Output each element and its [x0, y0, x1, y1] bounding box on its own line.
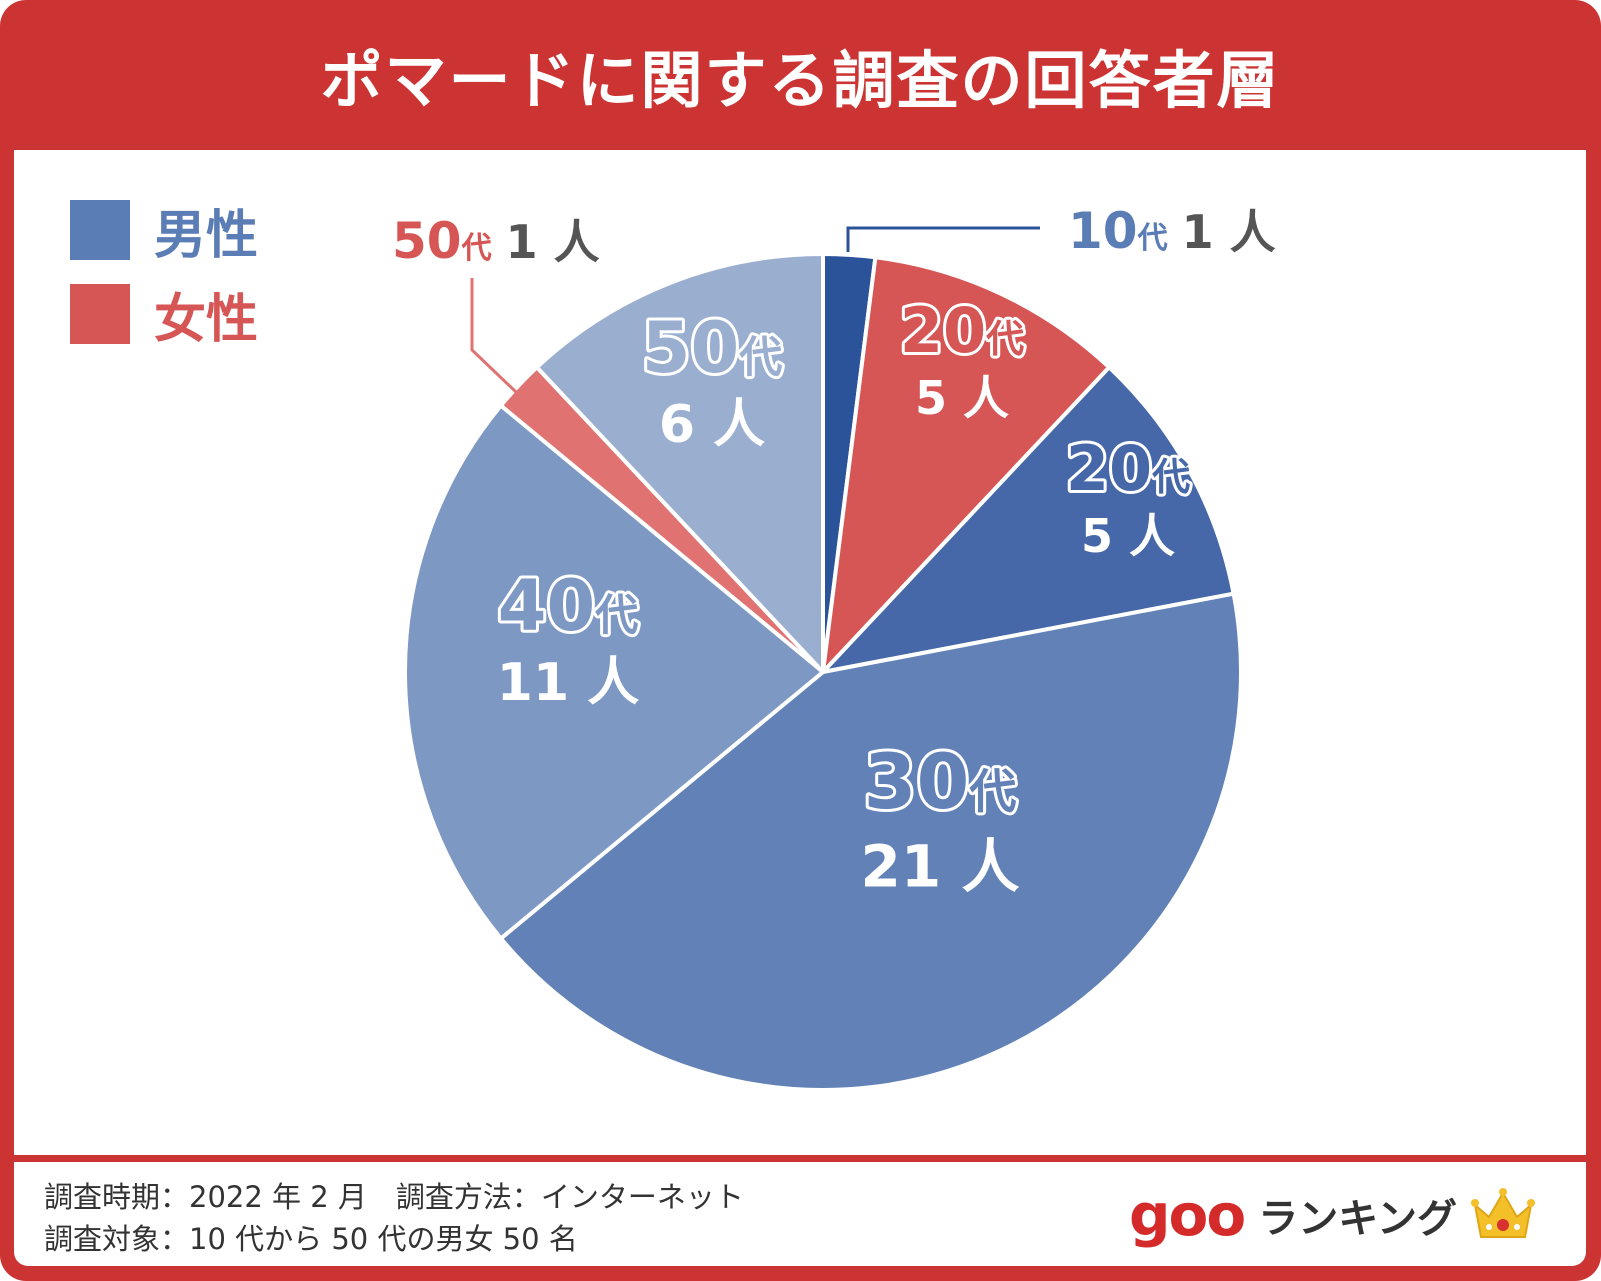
slice-age-label-female-20: 20代: [900, 294, 1024, 367]
slice-age-label-male-50: 50代: [642, 307, 782, 389]
pie-slice-male-30: [498, 591, 1243, 1092]
pie-slice-male-40: [403, 403, 825, 941]
survey-period-method: 調査時期：2022 年 2 月 調査方法：インターネット: [44, 1180, 744, 1214]
legend-label-male: 男性: [154, 205, 259, 266]
leader-line-female-50: [470, 278, 518, 394]
legend: 男性 女性: [70, 198, 258, 366]
footer: 調査時期：2022 年 2 月 調査方法：インターネット 調査対象：10 代から…: [14, 1162, 1586, 1266]
pie-slice-male-50: [534, 252, 825, 674]
slice-count-label-male-40: 11 人: [497, 653, 639, 713]
pie-slice-female-20: [821, 255, 1112, 674]
slice-count-label-male-20: 5 人: [1081, 509, 1175, 563]
legend-item-female: 女性: [70, 282, 258, 350]
leader-line-male-10: [846, 226, 1040, 252]
legend-swatch-male: [70, 200, 130, 260]
chart-title: ポマードに関する調査の回答者層: [320, 44, 1281, 117]
survey-target: 調査対象：10 代から 50 代の男女 50 名: [44, 1222, 578, 1256]
brand-ranking: ランキング: [1258, 1196, 1458, 1242]
slice-count-label-female-20: 5 人: [915, 371, 1009, 425]
crown-icon: [1471, 1188, 1536, 1238]
slice-age-label-male-30: 30代: [864, 737, 1017, 826]
slice-outside-label-female-50: 50代 1 人: [392, 212, 600, 270]
goo-ranking-logo: goo ランキング: [1129, 1180, 1536, 1250]
legend-item-male: 男性: [70, 198, 258, 266]
pie-slice-male-20: [821, 365, 1236, 674]
slice-count-label-male-50: 6 人: [659, 395, 765, 455]
slice-age-label-male-20: 20代: [1066, 432, 1190, 505]
slice-count-label-male-30: 21 人: [861, 832, 1020, 900]
legend-label-female: 女性: [154, 289, 259, 350]
legend-swatch-female: [70, 284, 130, 344]
brand-goo: goo: [1129, 1181, 1246, 1249]
slice-age-label-male-40: 40代: [498, 565, 638, 647]
slice-outside-label-male-10: 10代 1 人: [1068, 202, 1276, 260]
